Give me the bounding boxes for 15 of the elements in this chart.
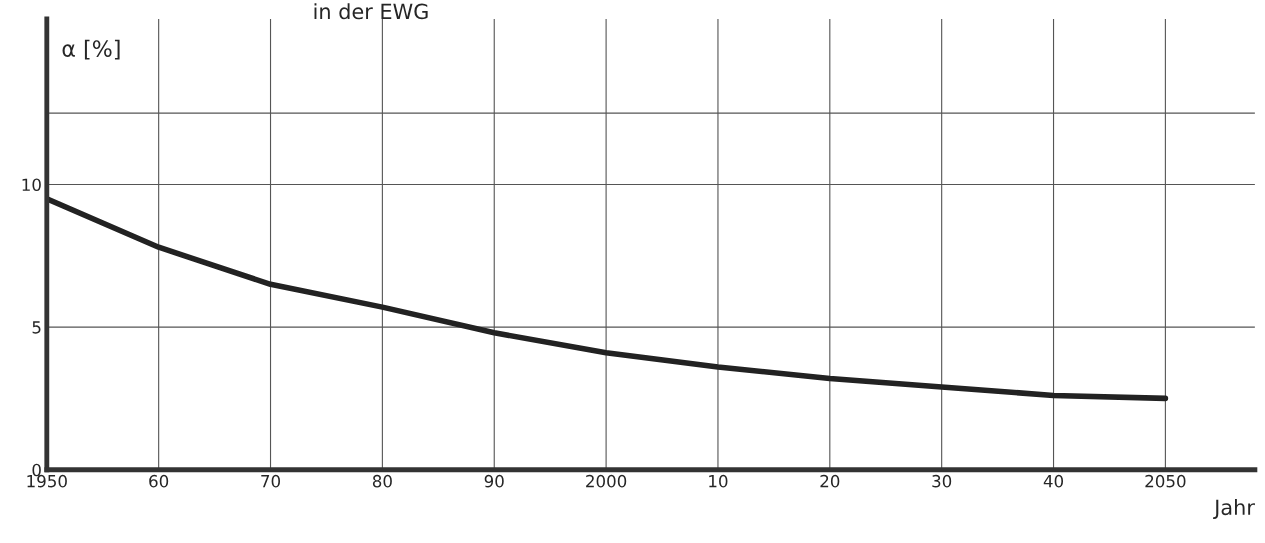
x-tick-label: 90	[484, 474, 504, 488]
x-tick-label: 70	[261, 474, 281, 488]
x-tick-label: 80	[372, 474, 392, 488]
x-tick-label: 2050	[1145, 474, 1186, 488]
x-tick-label: 10	[709, 474, 728, 488]
x-tick-label: 30	[932, 474, 952, 488]
x-tick-label: 20	[820, 474, 840, 488]
y-tick-label: 5	[32, 321, 41, 334]
y-axis-title: α [%]	[62, 39, 120, 60]
x-tick-label: 60	[149, 474, 169, 488]
x-tick-label: 2000	[586, 474, 627, 488]
chart-title: in der EWG	[314, 3, 428, 20]
y-tick-label: 10	[22, 178, 41, 192]
x-axis-title: Jahr	[1213, 499, 1255, 520]
x-tick-label: 40	[1043, 474, 1064, 488]
